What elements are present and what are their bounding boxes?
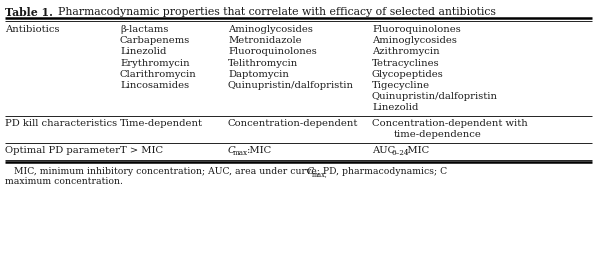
Text: maximum concentration.: maximum concentration. xyxy=(5,177,123,186)
Text: 0–24: 0–24 xyxy=(391,149,409,157)
Text: MIC, minimum inhibitory concentration; AUC, area under curve; PD, pharmacodynami: MIC, minimum inhibitory concentration; A… xyxy=(5,167,447,176)
Text: AUC: AUC xyxy=(372,146,395,155)
Text: Pharmacodynamic properties that correlate with efficacy of selected antibiotics: Pharmacodynamic properties that correlat… xyxy=(51,7,496,17)
Text: Quinupristin/dalfopristin: Quinupristin/dalfopristin xyxy=(228,81,354,90)
Text: Antibiotics: Antibiotics xyxy=(5,25,60,34)
Text: Concentration-dependent: Concentration-dependent xyxy=(228,119,358,127)
Text: Aminoglycosides: Aminoglycosides xyxy=(228,25,313,34)
Text: C: C xyxy=(228,146,236,155)
Text: Daptomycin: Daptomycin xyxy=(228,70,289,79)
Text: Fluoroquinolones: Fluoroquinolones xyxy=(228,47,317,56)
Text: :MIC: :MIC xyxy=(405,146,430,155)
Text: Time-dependent: Time-dependent xyxy=(120,119,203,127)
Text: PD kill characteristics: PD kill characteristics xyxy=(5,119,117,127)
Text: Tigecycline: Tigecycline xyxy=(372,81,430,90)
Text: Telithromycin: Telithromycin xyxy=(228,59,298,68)
Text: Concentration-dependent with: Concentration-dependent with xyxy=(372,119,528,127)
Text: Metronidazole: Metronidazole xyxy=(228,36,302,45)
Text: Table 1.: Table 1. xyxy=(5,7,53,18)
Text: Carbapenems: Carbapenems xyxy=(120,36,190,45)
Text: max: max xyxy=(233,149,248,157)
Text: :MIC: :MIC xyxy=(247,146,273,155)
Text: max,: max, xyxy=(312,170,328,178)
Text: Aminoglycosides: Aminoglycosides xyxy=(372,36,457,45)
Text: Lincosamides: Lincosamides xyxy=(120,81,189,90)
Text: T > MIC: T > MIC xyxy=(120,146,163,155)
Text: Linezolid: Linezolid xyxy=(372,103,418,112)
Text: Optimal PD parameter: Optimal PD parameter xyxy=(5,146,120,155)
Text: Erythromycin: Erythromycin xyxy=(120,59,190,68)
Text: Glycopeptides: Glycopeptides xyxy=(372,70,444,79)
Text: Azithromycin: Azithromycin xyxy=(372,47,440,56)
Text: Clarithromycin: Clarithromycin xyxy=(120,70,197,79)
Text: Tetracyclines: Tetracyclines xyxy=(372,59,440,68)
Text: time-dependence: time-dependence xyxy=(394,130,482,139)
Text: β-lactams: β-lactams xyxy=(120,25,168,34)
Text: C: C xyxy=(307,167,314,176)
Text: Fluoroquinolones: Fluoroquinolones xyxy=(372,25,461,34)
Text: Linezolid: Linezolid xyxy=(120,47,167,56)
Text: Quinupristin/dalfopristin: Quinupristin/dalfopristin xyxy=(372,92,498,101)
